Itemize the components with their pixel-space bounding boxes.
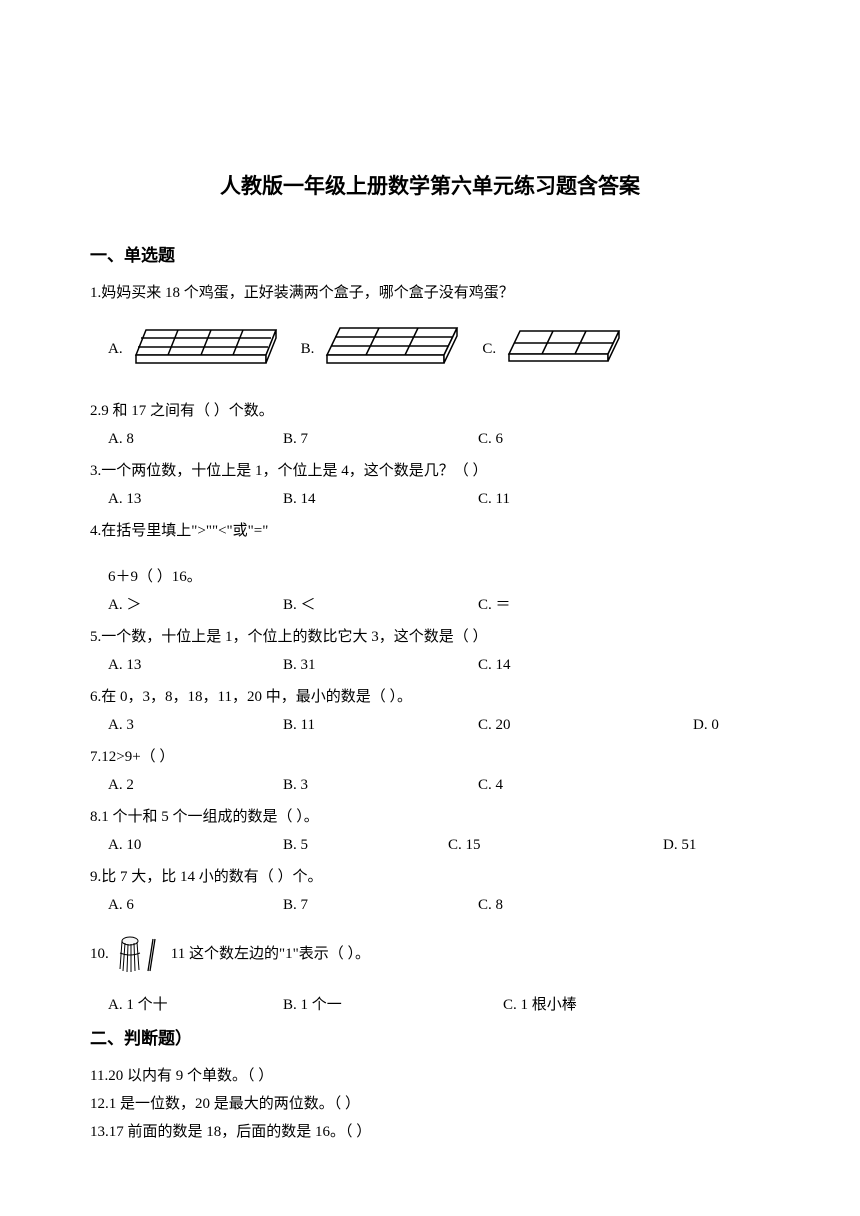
option-d: D. 0: [693, 713, 719, 737]
question-8: 8.1 个十和 5 个一组成的数是（ ）。 A. 10 B. 5 C. 15 D…: [90, 805, 770, 857]
question-4-text: 4.在括号里填上">""<"或"=": [90, 519, 770, 543]
option-c: C. 20: [478, 713, 693, 737]
option-a: A. 13: [108, 487, 283, 511]
section-heading-2: 二、判断题）: [90, 1025, 770, 1052]
option-c: C. 15: [448, 833, 663, 857]
question-5: 5.一个数，十位上是 1，个位上的数比它大 3，这个数是（ ） A. 13 B.…: [90, 625, 770, 677]
option-a: A.: [108, 325, 281, 373]
question-13: 13.17 前面的数是 18，后面的数是 16。（ ）: [90, 1120, 770, 1144]
egg-box-c-icon: [504, 326, 624, 372]
option-c: C. 11: [478, 487, 510, 511]
question-9: 9.比 7 大，比 14 小的数有（ ）个。 A. 6 B. 7 C. 8: [90, 865, 770, 917]
page-title: 人教版一年级上册数学第六单元练习题含答案: [90, 170, 770, 204]
question-12: 12.1 是一位数，20 是最大的两位数。（ ）: [90, 1092, 770, 1116]
option-b: B. 14: [283, 487, 478, 511]
question-8-text: 8.1 个十和 5 个一组成的数是（ ）。: [90, 805, 770, 829]
section-heading-1: 一、单选题: [90, 242, 770, 269]
option-a-label: A.: [108, 337, 123, 361]
option-a: A. 6: [108, 893, 283, 917]
question-1: 1.妈妈买来 18 个鸡蛋，正好装满两个盒子，哪个盒子没有鸡蛋？ A.: [90, 281, 770, 375]
question-4-subtext: 6＋9（ ）16。: [90, 565, 770, 589]
option-b-label: B.: [301, 337, 315, 361]
option-c: C. 1 根小棒: [503, 993, 577, 1017]
question-7-options: A. 2 B. 3 C. 4: [90, 773, 770, 797]
option-b: B. ＜: [283, 593, 478, 617]
question-10: 10. 11 这个数左边的"1"表示（ ）。: [90, 933, 770, 1017]
question-4: 4.在括号里填上">""<"或"=" 6＋9（ ）16。 A. ＞ B. ＜ C…: [90, 519, 770, 617]
option-c: C. 8: [478, 893, 503, 917]
option-c: C. 14: [478, 653, 511, 677]
option-b: B. 11: [283, 713, 478, 737]
option-b: B. 7: [283, 427, 478, 451]
question-10-prefix: 10.: [90, 942, 109, 966]
egg-box-b-icon: [322, 323, 462, 375]
option-a: A. 2: [108, 773, 283, 797]
option-b: B.: [301, 323, 463, 375]
option-c: C. ＝: [478, 593, 511, 617]
question-2: 2.9 和 17 之间有（ ）个数。 A. 8 B. 7 C. 6: [90, 399, 770, 451]
question-3: 3.一个两位数，十位上是 1，个位上是 4，这个数是几？（ ） A. 13 B.…: [90, 459, 770, 511]
question-5-text: 5.一个数，十位上是 1，个位上的数比它大 3，这个数是（ ）: [90, 625, 770, 649]
question-1-text: 1.妈妈买来 18 个鸡蛋，正好装满两个盒子，哪个盒子没有鸡蛋？: [90, 281, 770, 305]
question-5-options: A. 13 B. 31 C. 14: [90, 653, 770, 677]
option-b: B. 5: [283, 833, 448, 857]
option-b: B. 3: [283, 773, 478, 797]
question-8-options: A. 10 B. 5 C. 15 D. 51: [90, 833, 770, 857]
question-6-text: 6.在 0，3，8，18，11，20 中，最小的数是（ ）。: [90, 685, 770, 709]
question-7-text: 7.12>9+（ ）: [90, 745, 770, 769]
option-c: C. 6: [478, 427, 503, 451]
option-b: B. 1 个一: [283, 993, 503, 1017]
question-9-text: 9.比 7 大，比 14 小的数有（ ）个。: [90, 865, 770, 889]
option-b: B. 31: [283, 653, 478, 677]
question-7: 7.12>9+（ ） A. 2 B. 3 C. 4: [90, 745, 770, 797]
question-4-options: A. ＞ B. ＜ C. ＝: [90, 593, 770, 617]
option-b: B. 7: [283, 893, 478, 917]
option-a: A. ＞: [108, 593, 283, 617]
option-c: C. 4: [478, 773, 503, 797]
question-10-suffix: 11 这个数左边的"1"表示（ ）。: [171, 942, 370, 966]
option-a: A. 1 个十: [108, 993, 283, 1017]
option-c: C.: [482, 326, 624, 372]
egg-box-a-icon: [131, 325, 281, 373]
question-1-options: A. B.: [90, 323, 770, 375]
question-10-options: A. 1 个十 B. 1 个一 C. 1 根小棒: [90, 993, 770, 1017]
question-2-options: A. 8 B. 7 C. 6: [90, 427, 770, 451]
option-d: D. 51: [663, 833, 696, 857]
option-a: A. 13: [108, 653, 283, 677]
question-3-text: 3.一个两位数，十位上是 1，个位上是 4，这个数是几？（ ）: [90, 459, 770, 483]
sticks-bundle-icon: [115, 933, 165, 975]
option-a: A. 8: [108, 427, 283, 451]
option-a: A. 10: [108, 833, 283, 857]
question-9-options: A. 6 B. 7 C. 8: [90, 893, 770, 917]
question-2-text: 2.9 和 17 之间有（ ）个数。: [90, 399, 770, 423]
question-11: 11.20 以内有 9 个单数。（ ）: [90, 1064, 770, 1088]
question-3-options: A. 13 B. 14 C. 11: [90, 487, 770, 511]
option-c-label: C.: [482, 337, 496, 361]
question-6-options: A. 3 B. 11 C. 20 D. 0: [90, 713, 770, 737]
option-a: A. 3: [108, 713, 283, 737]
question-6: 6.在 0，3，8，18，11，20 中，最小的数是（ ）。 A. 3 B. 1…: [90, 685, 770, 737]
